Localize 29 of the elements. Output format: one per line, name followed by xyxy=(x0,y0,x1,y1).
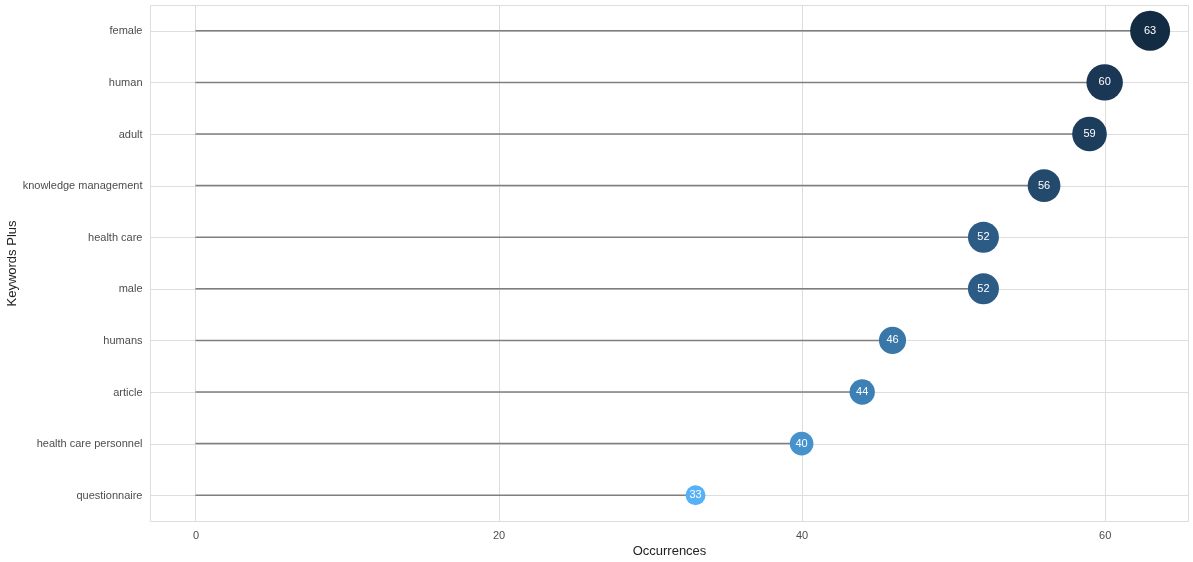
y-tick-label: questionnaire xyxy=(76,488,143,501)
point xyxy=(967,273,999,305)
data-label: 46 xyxy=(886,333,899,346)
data-label: 56 xyxy=(1037,178,1051,191)
data-label: 52 xyxy=(977,281,990,294)
point xyxy=(1027,169,1061,202)
y-tick-label: humans xyxy=(103,333,143,346)
data-label: 33 xyxy=(689,488,702,501)
y-tick-label: health care xyxy=(88,230,143,243)
x-tick-label: 60 xyxy=(1099,528,1112,541)
y-tick-label: adult xyxy=(118,127,143,140)
y-tick-label: knowledge management xyxy=(22,179,143,192)
x-tick-label: 0 xyxy=(192,528,200,541)
point xyxy=(967,221,999,253)
x-axis-title: Occurrences xyxy=(632,542,707,558)
x-tick-label: 20 xyxy=(492,528,506,541)
data-label: 40 xyxy=(795,436,808,449)
y-tick-label: female xyxy=(109,24,143,37)
y-tick-label: human xyxy=(108,75,143,88)
y-tick-label: article xyxy=(113,385,143,398)
data-label: 63 xyxy=(1143,23,1157,36)
data-label: 52 xyxy=(977,230,990,243)
x-tick-label: 40 xyxy=(795,528,809,541)
data-label: 60 xyxy=(1098,75,1111,88)
y-axis-title: Keywords Plus xyxy=(3,220,19,307)
y-tick-label: health care personnel xyxy=(36,437,143,450)
data-label: 44 xyxy=(856,385,869,397)
data-label: 59 xyxy=(1083,127,1096,139)
y-tick-label: male xyxy=(118,282,143,295)
